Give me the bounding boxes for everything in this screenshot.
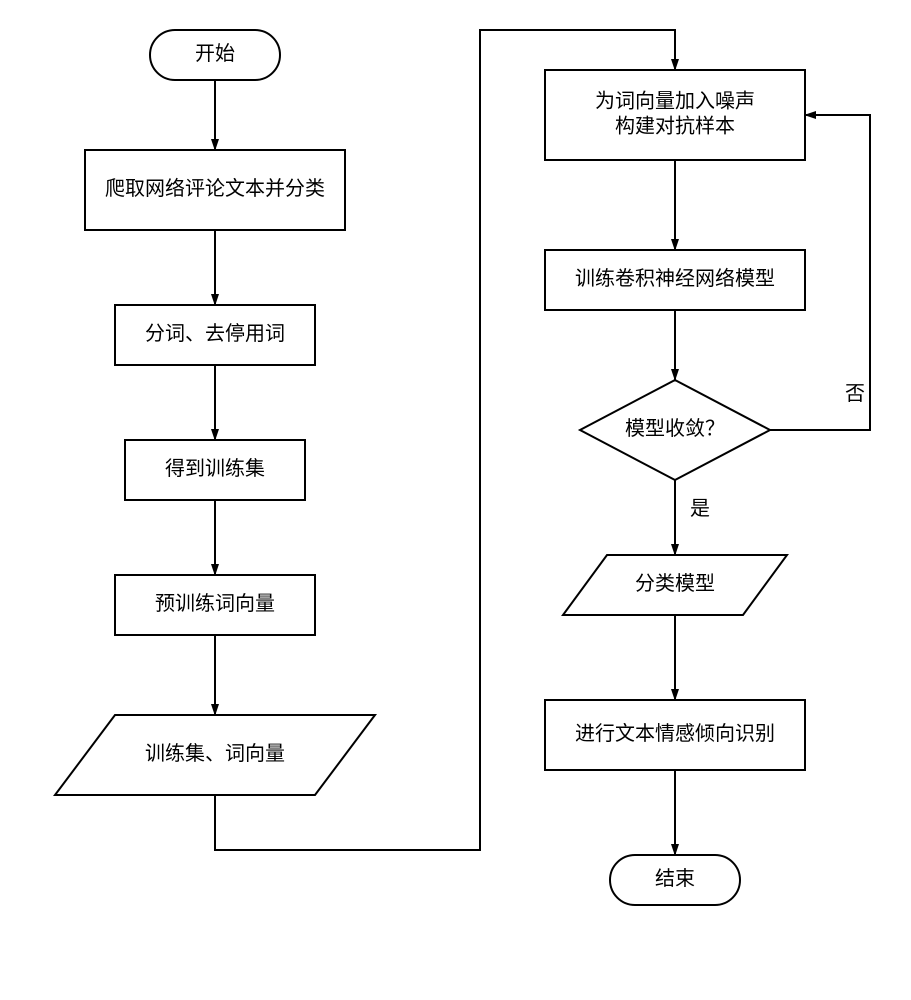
svg-text:训练卷积神经网络模型: 训练卷积神经网络模型 xyxy=(575,267,775,290)
svg-text:结束: 结束 xyxy=(655,867,695,890)
svg-text:分类模型: 分类模型 xyxy=(635,572,715,595)
svg-text:爬取网络评论文本并分类: 爬取网络评论文本并分类 xyxy=(105,177,325,200)
svg-text:得到训练集: 得到训练集 xyxy=(165,457,265,480)
svg-text:模型收敛？: 模型收敛？ xyxy=(625,417,725,440)
svg-text:进行文本情感倾向识别: 进行文本情感倾向识别 xyxy=(575,722,775,745)
svg-text:预训练词向量: 预训练词向量 xyxy=(155,592,275,615)
svg-text:是: 是 xyxy=(690,498,710,520)
svg-text:训练集、词向量: 训练集、词向量 xyxy=(145,742,285,765)
flowchart-canvas: 开始爬取网络评论文本并分类分词、去停用词得到训练集预训练词向量训练集、词向量为词… xyxy=(0,0,911,1000)
svg-text:分词、去停用词: 分词、去停用词 xyxy=(145,322,285,345)
svg-text:否: 否 xyxy=(845,383,865,405)
svg-text:开始: 开始 xyxy=(195,42,235,65)
